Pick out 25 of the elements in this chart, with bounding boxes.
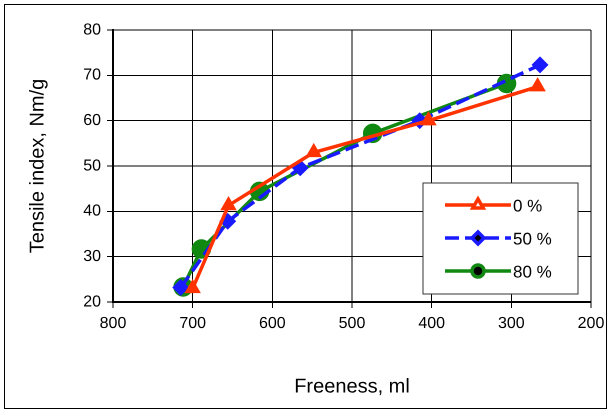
point [532, 57, 548, 73]
y-tick-label: 60 [83, 112, 102, 130]
legend-label: 50 % [513, 230, 552, 249]
y-tick-label: 70 [83, 66, 102, 84]
x-axis-title: Freeness, ml [294, 376, 410, 398]
y-tick-label: 80 [83, 21, 102, 38]
x-tick-label: 600 [258, 315, 286, 332]
x-tick-label: 400 [418, 315, 446, 332]
point [220, 214, 236, 230]
x-tick-label: 200 [578, 315, 604, 332]
legend-label: 0 % [513, 196, 542, 216]
x-tick-label: 700 [179, 315, 206, 332]
point [306, 144, 321, 158]
legend-label: 80 % [513, 262, 552, 282]
point [222, 198, 236, 210]
y-tick-label: 20 [83, 293, 102, 310]
point [292, 160, 308, 176]
x-tick-label: 300 [498, 315, 525, 332]
point [186, 280, 200, 294]
x-tick-label: 800 [100, 315, 126, 332]
y-axis-title: Tensile index, Nm/g [26, 78, 49, 254]
y-tick-label: 50 [83, 157, 102, 174]
x-tick-label: 500 [338, 315, 366, 332]
y-tick-label: 30 [83, 248, 102, 266]
y-tick-label: 40 [83, 202, 102, 220]
